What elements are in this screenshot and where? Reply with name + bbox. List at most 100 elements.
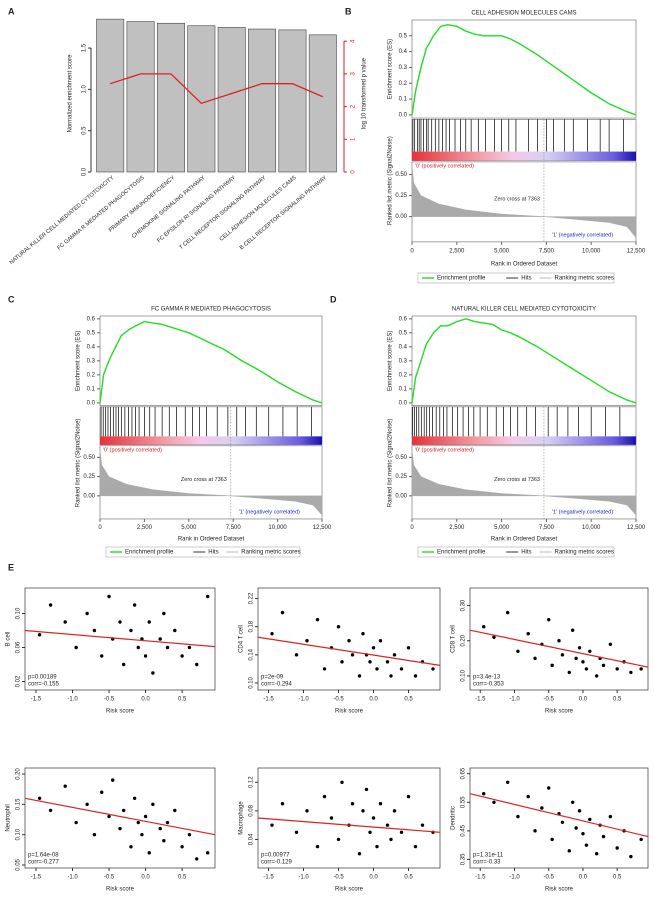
rank-band <box>412 151 636 161</box>
rank-band <box>100 436 322 445</box>
point <box>601 834 606 839</box>
metric-y-tick-label: 0.00 <box>395 493 407 499</box>
legend-label: Hits <box>521 550 531 556</box>
point <box>385 823 390 827</box>
y2-tick-label: 3 <box>351 72 357 76</box>
point <box>570 628 575 632</box>
y-axis-label: Neutrophil <box>6 804 12 831</box>
x-tick-label: 5,000 <box>494 248 510 254</box>
x-tick-label: -1.5 <box>31 875 42 881</box>
x-tick-label: 0 <box>410 525 414 531</box>
point <box>581 832 585 836</box>
point <box>615 667 619 671</box>
y-tick-label: 0.1 <box>399 386 408 392</box>
x-tick-label: 5,000 <box>494 525 510 531</box>
annotation-negative: '1' (negatively correlated) <box>239 509 300 515</box>
point <box>162 611 166 616</box>
y-tick-label: 0.6 <box>87 316 96 322</box>
ranking-metric <box>411 449 637 516</box>
metric-y-tick-label: 0.25 <box>83 474 95 480</box>
x-tick-label: 5,000 <box>181 525 197 531</box>
panel-label: D <box>330 294 337 304</box>
point <box>516 814 520 819</box>
enrichment-profile <box>99 320 323 404</box>
x-tick-label: 10,000 <box>582 525 601 531</box>
x-tick-label: 0.0 <box>141 697 150 703</box>
point <box>162 839 166 843</box>
x-tick-label: 7,500 <box>539 248 555 254</box>
point <box>371 816 376 820</box>
y-tick-label: 0.08 <box>249 804 255 816</box>
y-tick-label: 0.1 <box>87 386 96 392</box>
point <box>136 645 140 650</box>
annotation-positive: '0' (positively correlated) <box>415 447 474 453</box>
y2-tick-label: 2 <box>351 104 357 108</box>
fit-line <box>257 817 441 833</box>
es-frame <box>411 19 637 119</box>
fit-line <box>24 797 216 836</box>
x-tick-label: 0.5 <box>613 875 622 881</box>
point <box>294 830 299 834</box>
x-tick-label: 12,500 <box>313 525 332 531</box>
annotation-positive: '0' (positively correlated) <box>103 447 162 453</box>
point <box>100 790 104 794</box>
y-tick-label: 0.15 <box>16 798 22 810</box>
point <box>505 780 510 784</box>
point <box>205 851 210 855</box>
stat-annotation: p=2e-09 <box>261 675 284 681</box>
es-frame <box>411 315 637 406</box>
x-axis-label: Rank in Ordered Dataset <box>491 261 558 267</box>
point <box>121 662 126 667</box>
plot-frame <box>24 587 216 691</box>
point <box>305 809 309 813</box>
point <box>121 808 126 813</box>
metric-y-tick-label: 0.25 <box>395 474 407 480</box>
x-tick-label: -1.0 <box>509 875 520 881</box>
point <box>584 667 589 671</box>
point <box>280 610 285 615</box>
point <box>100 654 104 658</box>
stat-annotation: corr=-0.155 <box>28 682 60 688</box>
legend-label: Ranking metric scores <box>555 276 614 282</box>
point <box>329 816 334 820</box>
point <box>147 851 151 855</box>
x-axis-label: Risk score <box>335 887 364 893</box>
point <box>481 624 486 629</box>
point <box>132 796 137 801</box>
y-tick-label: 1.5 <box>82 43 88 52</box>
x-tick-label: 10,000 <box>268 525 287 531</box>
point <box>132 603 137 607</box>
x-tick-label: -1.5 <box>475 875 486 881</box>
x-tick-label: -0.5 <box>333 875 344 881</box>
point <box>85 611 89 616</box>
point <box>399 667 404 671</box>
x-tick-label: -1.0 <box>67 697 78 703</box>
x-tick-label: -0.5 <box>333 697 344 703</box>
y-tick-label: 0.35 <box>461 853 467 865</box>
point <box>85 802 89 807</box>
x-tick-label: 10,000 <box>582 248 601 254</box>
point <box>74 820 78 825</box>
y-axis-label: B cell <box>6 632 12 647</box>
y-tick-label: 0.12 <box>249 776 255 788</box>
point <box>533 656 537 661</box>
point <box>107 594 111 599</box>
x-tick-label: -1.5 <box>263 697 274 703</box>
point <box>629 854 633 859</box>
stat-annotation: p=3.4e-13 <box>473 675 501 681</box>
point <box>547 617 551 622</box>
y-tick-label: 0.20 <box>461 634 467 646</box>
point <box>361 809 365 813</box>
point <box>516 649 520 654</box>
x-axis-label: Risk score <box>106 709 135 715</box>
bar <box>248 28 277 173</box>
es-frame <box>99 315 323 406</box>
x-tick-label: 7,500 <box>226 525 242 531</box>
point <box>420 823 425 827</box>
fit-line <box>469 629 649 668</box>
stat-annotation: corr=-0.353 <box>473 682 505 688</box>
metric-y-tick-label: 0.50 <box>83 455 95 461</box>
fit-line <box>469 793 649 838</box>
point <box>577 646 582 650</box>
